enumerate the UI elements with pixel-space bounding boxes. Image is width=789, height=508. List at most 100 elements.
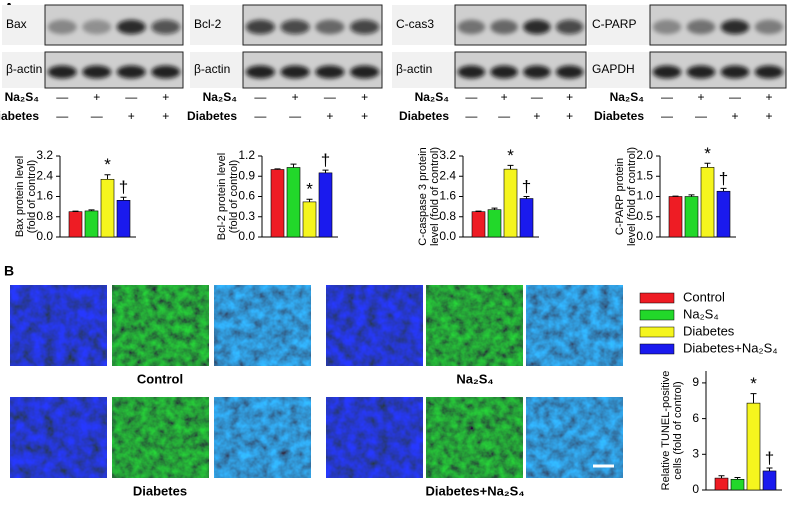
band [315,65,345,79]
blot-label-box [190,5,243,45]
blot-label-box [392,5,455,45]
treatment-label: Diabetes [187,109,237,123]
significance-marker: † [119,178,128,197]
legend-label: Control [683,289,725,304]
y-tick-label: 0.8 [439,209,456,223]
y-tick-label: 1.0 [636,189,653,203]
blot-label: β-actin [396,62,432,76]
treatment-sign: — [56,90,68,104]
error-bar [290,163,297,168]
legend-label: Na₂S₄ [683,306,719,321]
y-tick-label: 0.9 [238,168,255,182]
micrograph [214,397,311,478]
error-bar [104,174,111,180]
band [116,19,146,35]
y-tick-label: 0 [692,482,699,496]
y-tick-label: 1.6 [439,189,456,203]
treatment-sign: + [162,90,169,104]
band [245,65,275,79]
band [350,19,380,35]
bar [503,168,518,238]
treatment-sign: + [292,90,299,104]
bar [730,478,745,491]
band [280,19,310,35]
blot-label-box [2,52,45,88]
blot-label-box [392,52,455,88]
y-tick-label: 3.2 [439,148,456,162]
y-tick-label: 3 [692,446,699,460]
band [754,65,784,79]
bar [746,402,761,491]
treatment-sign: — [661,90,673,104]
treatment-sign: — [125,90,137,104]
blot-label: C-PARP [592,17,636,31]
treatment-sign: — [531,90,543,104]
blot-label: Bcl-2 [194,17,222,31]
treatment-sign: + [697,90,704,104]
bar [668,196,683,238]
y-tick-label: 0.0 [36,229,53,243]
bar [684,196,699,238]
bar [487,209,502,238]
y-axis-label: C-caspase 3 protein [417,147,429,245]
blot-label-box [190,52,243,88]
y-tick-label: 0.8 [36,209,53,223]
error-bar [306,198,313,202]
image-label: Control [137,371,183,386]
band [720,19,750,35]
error-bar [120,196,127,201]
band [315,19,345,35]
treatment-sign: — [498,109,510,123]
blot-label-box [2,5,45,45]
band [457,19,486,35]
treatment-sign: — [254,90,266,104]
error-bar [523,196,530,199]
significance-marker: * [704,144,711,163]
bar [68,211,83,238]
y-axis-label: (fold of control) [228,160,240,233]
band [116,65,146,79]
treatment-sign: + [533,109,540,123]
error-bar [750,393,757,404]
treatment-sign: + [128,109,135,123]
bar [762,470,777,491]
treatment-label: Diabetes [594,109,644,123]
treatment-sign: + [326,109,333,123]
image-label: Diabetes+Na₂S₄ [425,483,524,498]
blot-label-box [588,5,650,45]
band [151,65,181,79]
error-bar [274,168,281,170]
band [555,65,584,79]
error-bar [718,475,725,479]
y-tick-label: 1.5 [636,168,653,182]
error-bar [704,162,711,168]
significance-marker: † [321,151,330,170]
error-bar [475,210,482,212]
treatment-sign: — [56,109,68,123]
treatment-sign: — [465,90,477,104]
treatment-sign: — [289,109,301,123]
bar [716,190,731,238]
treatment-label: Na₂S₄ [610,90,645,104]
band [82,65,112,79]
treatment-label: Na₂S₄ [203,90,238,104]
micrograph [214,285,311,366]
band [686,19,716,35]
treatment-label: Diabetes [0,109,39,123]
y-axis-label: cells (fold of control) [672,381,684,479]
blot-label-box [588,52,650,88]
y-tick-label: 6 [692,411,699,425]
bar [100,178,115,238]
y-tick-label: 0.0 [238,229,255,243]
bar [286,167,301,238]
band [720,65,750,79]
treatment-sign: — [729,90,741,104]
image-label: Na₂S₄ [456,371,493,386]
y-axis-label: Relative TUNEL-positive [660,371,672,491]
micrograph [112,285,209,366]
treatment-sign: — [91,109,103,123]
y-tick-label: 0.6 [238,189,255,203]
micrograph [426,397,523,478]
treatment-label: Na₂S₄ [415,90,450,104]
band [686,65,716,79]
